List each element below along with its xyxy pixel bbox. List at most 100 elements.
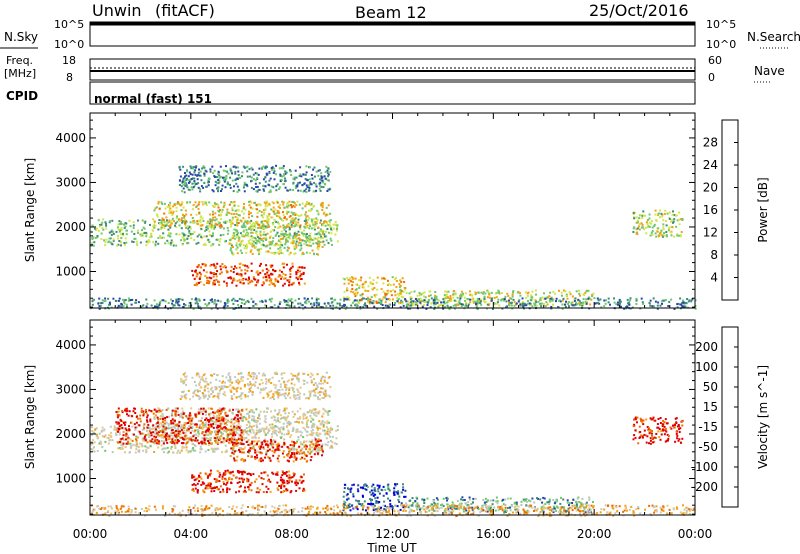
velocity-cell [93, 432, 96, 435]
power-cell [305, 203, 307, 206]
power-cell [589, 303, 592, 306]
power-cell [298, 237, 301, 240]
velocity-cell [247, 433, 250, 436]
power-cell [240, 273, 243, 276]
power-cell [236, 252, 239, 255]
power-cell [238, 273, 241, 276]
power-cell [262, 184, 265, 187]
power-cell [306, 215, 309, 218]
power-cell [534, 303, 537, 306]
power-cell [534, 289, 537, 292]
power-cell [145, 244, 148, 247]
power-cell [202, 165, 205, 168]
power-cell [262, 188, 265, 191]
power-cell [618, 298, 621, 301]
velocity-cell [128, 429, 131, 432]
power-cell [550, 305, 553, 308]
velocity-cell [238, 443, 241, 445]
power-cell [225, 269, 228, 272]
power-cell [191, 217, 194, 219]
power-cell [243, 181, 246, 184]
power-cell [321, 179, 324, 182]
velocity-cell [232, 427, 235, 430]
power-cell [190, 167, 193, 170]
velocity-cell [122, 444, 125, 447]
velocity-cell [107, 442, 110, 445]
power-cell [193, 231, 196, 234]
power-cell [293, 245, 296, 248]
velocity-cell [202, 424, 205, 426]
power-cell [469, 298, 472, 301]
velocity-cell [247, 439, 250, 441]
power-cell [406, 304, 409, 307]
power-cell [296, 200, 299, 203]
velocity-cell [207, 433, 210, 436]
power-cell [199, 174, 202, 177]
power-cell [254, 179, 257, 182]
power-cell [449, 295, 452, 297]
cpid-panel: CPID normal (fast) 151 [6, 81, 696, 106]
velocity-cell [124, 451, 126, 454]
power-cell [133, 238, 136, 240]
velocity-cell [297, 436, 300, 438]
power-cell [650, 231, 653, 234]
power-cell [648, 217, 651, 220]
velocity-cell [276, 472, 278, 475]
power-cell [318, 169, 321, 172]
velocity-cell [185, 416, 188, 419]
power-cell [490, 291, 493, 294]
power-cell [197, 219, 200, 222]
power-cell [212, 263, 215, 266]
velocity-cell [207, 444, 210, 447]
power-cell [269, 190, 272, 193]
power-cell [307, 244, 310, 247]
power-cell [278, 188, 280, 190]
velocity-cell [97, 436, 100, 439]
power-cell [210, 227, 213, 230]
power-cell [289, 273, 292, 276]
power-cell [278, 212, 281, 215]
velocity-cell [233, 418, 236, 421]
power-cell [348, 298, 351, 301]
power-cell [92, 244, 95, 247]
power-cell [269, 280, 272, 283]
power-cell [289, 170, 292, 173]
power-cell [304, 223, 307, 226]
power-cell [496, 301, 499, 304]
velocity-cell [165, 439, 168, 442]
power-cell [400, 299, 403, 302]
power-cell [418, 298, 420, 301]
power-cell [218, 284, 221, 286]
power-cell [416, 303, 419, 306]
velocity-cell [253, 415, 256, 418]
velocity-cell [205, 437, 208, 440]
power-cell [280, 230, 283, 233]
velocity-cell [179, 433, 182, 436]
velocity-cell [174, 432, 177, 435]
velocity-cell [125, 442, 128, 445]
power-cell [478, 299, 481, 302]
velocity-cell [287, 420, 290, 423]
velocity-cell [118, 440, 121, 443]
power-cell [521, 302, 524, 305]
power-cell [233, 185, 235, 188]
velocity-cell [155, 441, 158, 444]
power-cell [232, 302, 235, 305]
power-cell [355, 303, 358, 306]
power-cell [208, 280, 211, 283]
power-cell [305, 302, 308, 305]
power-cell [160, 201, 163, 204]
velocity-cell [201, 421, 204, 424]
power-cell [639, 214, 642, 216]
power-cell [250, 235, 253, 238]
velocity-cell [188, 420, 191, 423]
power-cell [283, 262, 286, 265]
velocity-cell [104, 440, 107, 443]
velocity-cell [236, 481, 239, 484]
power-cell [254, 182, 257, 185]
power-cell [667, 229, 670, 232]
power-cell [212, 224, 215, 227]
power-cell [322, 212, 325, 215]
power-cell [252, 173, 255, 176]
power-cell [258, 203, 261, 206]
